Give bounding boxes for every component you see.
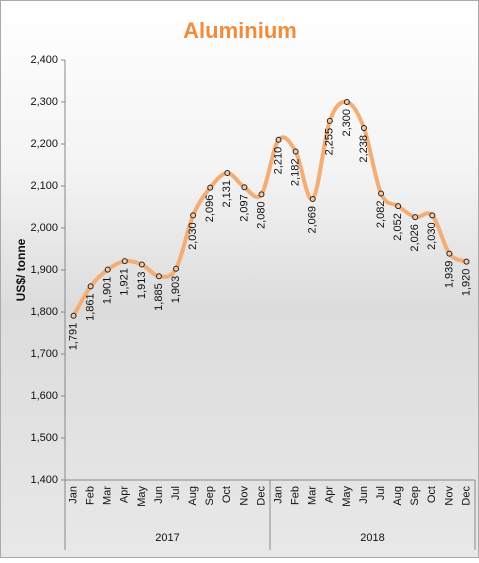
data-label: 1,921 <box>119 268 131 296</box>
y-tick-label: 1,800 <box>30 306 58 318</box>
x-tick-label: Nov <box>443 486 455 506</box>
marker <box>275 136 282 143</box>
x-tick-label: May <box>341 486 353 507</box>
y-tick-label: 2,200 <box>30 138 58 150</box>
data-label: 2,300 <box>341 109 353 137</box>
data-label: 2,238 <box>358 135 370 163</box>
data-label: 2,080 <box>255 201 267 229</box>
x-tick-label: Feb <box>290 486 302 505</box>
marker <box>207 184 214 191</box>
x-tick-label: Jan <box>272 486 284 504</box>
marker <box>343 99 350 105</box>
x-tick-label: Dec <box>460 486 472 506</box>
data-label: 2,026 <box>409 224 421 252</box>
data-label: 2,082 <box>375 201 387 229</box>
marker <box>309 196 316 203</box>
marker <box>463 258 470 265</box>
y-tick-label: 2,300 <box>30 96 58 108</box>
x-tick-label: Apr <box>119 486 131 503</box>
data-label: 1,903 <box>170 276 182 304</box>
marker <box>395 203 402 210</box>
x-tick-label: Mar <box>102 486 114 505</box>
data-label: 2,096 <box>204 195 216 223</box>
y-tick-label: 1,400 <box>30 474 58 486</box>
marker <box>360 125 367 132</box>
x-group-label: 2018 <box>360 532 384 544</box>
x-tick-label: Nov <box>238 486 250 506</box>
x-tick-label: Aug <box>392 486 404 506</box>
x-tick-label: Apr <box>324 486 336 503</box>
data-label: 2,069 <box>307 206 319 234</box>
marker <box>190 212 197 219</box>
data-label: 2,097 <box>238 194 250 222</box>
y-axis-label: US$/ tonne <box>14 238 28 301</box>
marker <box>241 184 248 191</box>
x-tick-label: Feb <box>85 486 97 505</box>
x-tick-label: May <box>136 486 148 507</box>
x-tick-label: Dec <box>255 486 267 506</box>
marker <box>224 169 231 176</box>
y-tick-label: 1,700 <box>30 348 58 360</box>
marker <box>104 266 111 273</box>
x-tick-label: Jun <box>358 486 370 504</box>
data-label: 1,791 <box>67 323 79 351</box>
marker <box>155 273 162 280</box>
y-tick-label: 1,500 <box>30 432 58 444</box>
data-label: 2,131 <box>221 180 233 208</box>
x-tick-label: Sep <box>204 486 216 506</box>
data-label: 1,939 <box>443 261 455 289</box>
data-label: 1,901 <box>102 277 114 305</box>
marker <box>173 265 180 272</box>
data-label: 2,052 <box>392 213 404 241</box>
chart-title: Aluminium <box>183 18 297 43</box>
data-label: 2,182 <box>290 159 302 187</box>
x-tick-label: Mar <box>307 486 319 505</box>
marker <box>412 214 419 221</box>
marker <box>258 191 265 198</box>
marker <box>292 148 299 155</box>
marker <box>70 312 77 319</box>
marker <box>446 250 453 257</box>
marker <box>326 117 333 124</box>
x-tick-label: Sep <box>409 486 421 506</box>
marker <box>138 261 145 268</box>
data-label: 2,030 <box>187 222 199 250</box>
marker <box>378 190 385 197</box>
y-tick-label: 2,000 <box>30 222 58 234</box>
data-label: 1,861 <box>85 293 97 321</box>
marker <box>87 283 94 290</box>
x-tick-label: Jul <box>375 486 387 500</box>
data-label: 1,920 <box>460 269 472 297</box>
x-group-label: 2017 <box>155 532 179 544</box>
marker <box>429 212 436 219</box>
x-tick-label: Oct <box>221 486 233 503</box>
data-label: 2,210 <box>272 147 284 175</box>
x-tick-label: Jan <box>67 486 79 504</box>
x-tick-label: Jun <box>153 486 165 504</box>
x-tick-label: Aug <box>187 486 199 506</box>
x-tick-label: Oct <box>426 486 438 503</box>
data-label: 1,913 <box>136 272 148 300</box>
data-label: 1,885 <box>153 283 165 311</box>
y-tick-label: 2,100 <box>30 180 58 192</box>
y-tick-label: 1,600 <box>30 390 58 402</box>
y-tick-label: 1,900 <box>30 264 58 276</box>
marker <box>121 258 128 265</box>
x-tick-label: Jul <box>170 486 182 500</box>
data-label: 2,255 <box>324 128 336 156</box>
data-label: 2,030 <box>426 222 438 250</box>
y-tick-label: 2,400 <box>30 54 58 66</box>
